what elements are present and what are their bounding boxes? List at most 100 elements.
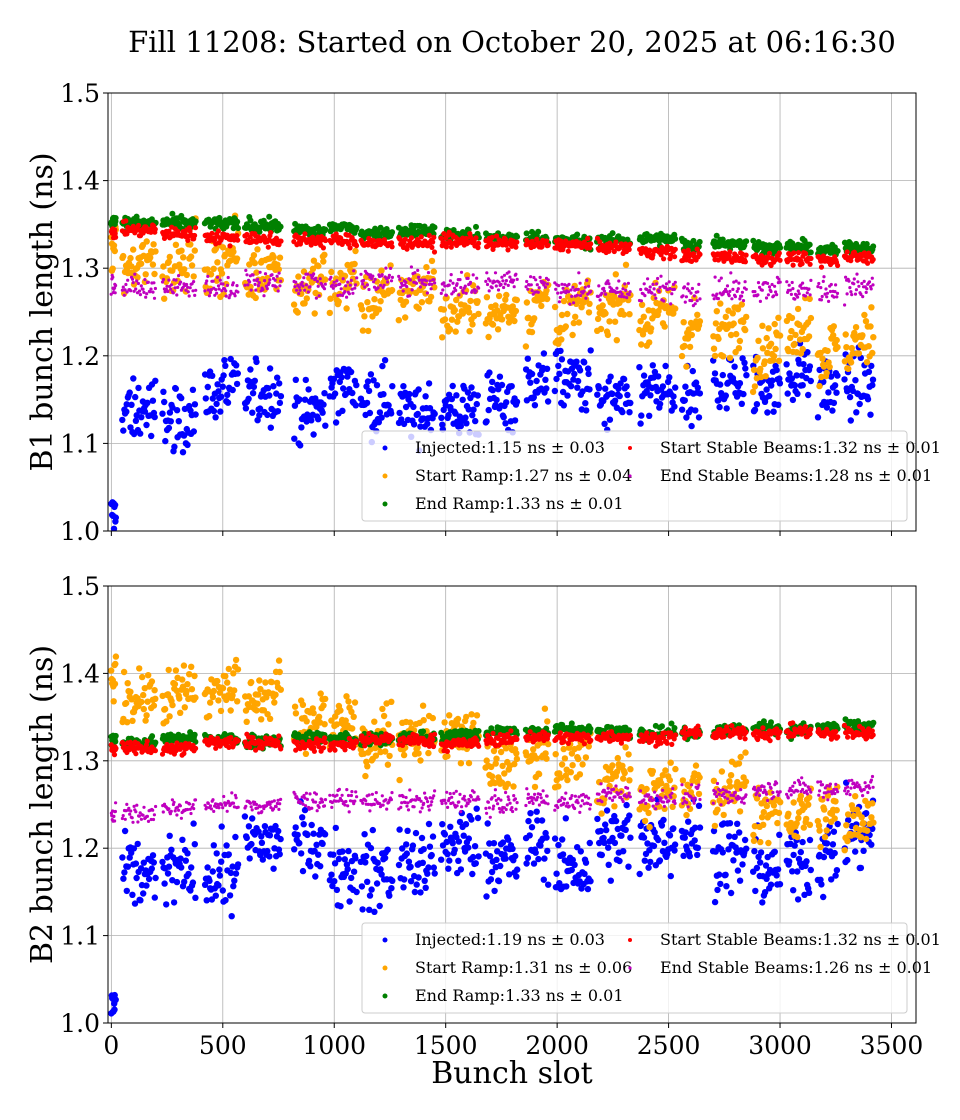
- data-point: [761, 358, 768, 365]
- data-point: [788, 288, 792, 292]
- data-point: [758, 299, 763, 303]
- data-point: [671, 847, 678, 854]
- data-point: [499, 839, 507, 846]
- data-point: [756, 281, 761, 285]
- data-point: [129, 717, 136, 724]
- data-point: [800, 286, 804, 290]
- data-point: [113, 234, 119, 240]
- data-point: [335, 279, 339, 283]
- data-point: [543, 285, 548, 289]
- data-point: [535, 228, 542, 235]
- data-point: [543, 385, 550, 392]
- data-point: [534, 278, 538, 282]
- data-point: [203, 289, 207, 293]
- data-point: [525, 817, 532, 825]
- data-point: [215, 388, 222, 395]
- data-point: [134, 274, 141, 281]
- data-point: [121, 285, 125, 289]
- x-tick-label: 1500: [414, 1031, 478, 1060]
- data-point: [165, 284, 169, 288]
- data-point: [546, 278, 550, 282]
- data-point: [308, 821, 315, 829]
- data-point: [680, 852, 687, 859]
- data-point: [686, 343, 694, 351]
- data-point: [719, 371, 726, 379]
- data-point: [459, 285, 463, 290]
- data-point: [377, 866, 384, 873]
- data-point: [647, 325, 655, 332]
- data-point: [716, 403, 723, 411]
- data-point: [180, 254, 187, 261]
- data-point: [327, 295, 334, 302]
- data-point: [333, 886, 341, 894]
- data-point: [168, 846, 175, 853]
- data-point: [254, 246, 261, 253]
- data-point: [231, 687, 238, 694]
- y-tick-label: 1.2: [60, 834, 100, 863]
- data-point: [511, 278, 516, 282]
- data-point: [638, 301, 646, 308]
- data-point: [175, 293, 179, 297]
- data-point: [152, 695, 159, 702]
- data-point: [846, 393, 854, 401]
- data-point: [572, 301, 576, 305]
- data-point: [457, 293, 461, 297]
- data-point: [345, 295, 349, 299]
- data-point: [331, 286, 335, 290]
- data-point: [841, 376, 848, 383]
- data-point: [612, 271, 619, 278]
- data-point: [823, 369, 830, 377]
- data-point: [738, 297, 742, 301]
- data-point: [340, 385, 347, 392]
- data-point: [845, 365, 852, 372]
- data-point: [764, 409, 771, 416]
- data-point: [431, 224, 438, 231]
- data-point: [120, 668, 128, 676]
- data-point: [335, 855, 343, 863]
- data-point: [189, 386, 197, 393]
- data-point: [203, 897, 210, 904]
- data-point: [612, 817, 620, 825]
- data-point: [109, 265, 116, 272]
- data-point: [683, 300, 687, 304]
- data-point: [144, 295, 148, 299]
- data-point: [371, 908, 378, 915]
- data-point: [291, 703, 299, 710]
- data-point: [602, 289, 607, 293]
- data-point: [261, 823, 269, 830]
- data-point: [584, 885, 592, 893]
- data-point: [363, 399, 371, 407]
- data-point: [396, 776, 403, 784]
- data-point: [490, 840, 498, 847]
- data-point: [320, 401, 327, 408]
- data-point: [175, 418, 182, 425]
- data-point: [229, 386, 236, 394]
- data-point: [310, 431, 317, 438]
- data-point: [419, 702, 427, 709]
- data-point: [744, 287, 748, 291]
- data-point: [300, 280, 304, 284]
- data-point: [161, 705, 169, 713]
- data-point: [823, 840, 831, 847]
- data-point: [344, 284, 348, 288]
- data-point: [138, 698, 145, 706]
- data-point: [854, 288, 859, 292]
- data-point: [186, 290, 190, 294]
- data-point: [651, 282, 655, 286]
- data-point: [640, 313, 647, 320]
- data-point: [402, 314, 409, 321]
- data-point: [762, 862, 770, 869]
- data-point: [487, 289, 491, 293]
- data-point: [427, 282, 431, 286]
- data-point: [234, 218, 241, 225]
- data-point: [129, 891, 136, 898]
- data-point: [534, 236, 540, 242]
- data-point: [207, 699, 214, 706]
- data-point: [345, 698, 352, 705]
- data-point: [231, 281, 235, 285]
- data-point: [276, 399, 284, 407]
- data-point: [727, 772, 735, 779]
- data-point: [853, 292, 858, 296]
- data-point: [111, 275, 115, 279]
- data-point: [626, 409, 633, 416]
